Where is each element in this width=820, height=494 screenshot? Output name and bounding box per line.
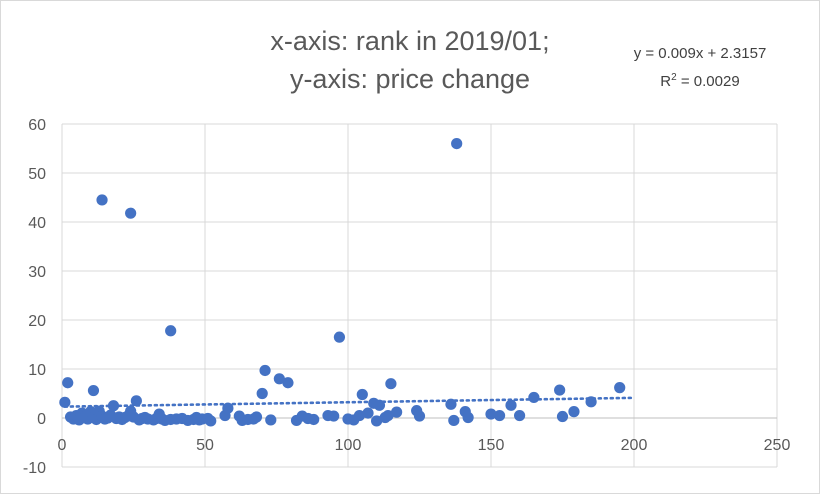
- data-point: [373, 399, 386, 411]
- trendline: [63, 396, 636, 408]
- data-point: [328, 410, 340, 422]
- data-point: [333, 331, 346, 343]
- y-tick-label: 40: [28, 215, 46, 232]
- x-tick-label: 200: [621, 437, 648, 454]
- data-point: [585, 396, 597, 408]
- r-squared-prefix: R: [660, 73, 672, 90]
- r-squared-value: = 0.0029: [676, 73, 740, 90]
- data-point: [282, 377, 294, 389]
- x-tick-label: 0: [58, 437, 67, 454]
- data-point: [256, 387, 268, 400]
- data-point: [382, 409, 394, 422]
- data-point: [273, 373, 285, 385]
- x-tick-label: 50: [196, 437, 214, 454]
- data-point: [485, 408, 497, 420]
- data-point: [130, 395, 142, 407]
- data-point: [391, 406, 403, 418]
- data-point: [505, 399, 517, 411]
- data-point: [371, 415, 383, 427]
- data-point: [356, 388, 368, 401]
- x-tick-label: 150: [478, 437, 505, 454]
- y-tick-label: 0: [37, 411, 46, 428]
- x-tick-label: 100: [335, 437, 362, 454]
- trendline-label: y = 0.009x + 2.3157 R2 = 0.0029: [600, 42, 800, 94]
- data-point: [462, 411, 474, 424]
- data-point: [308, 413, 320, 426]
- data-point: [62, 377, 74, 389]
- data-point: [205, 415, 217, 427]
- y-tick-label: 50: [28, 166, 46, 183]
- data-point: [448, 414, 460, 427]
- data-point: [413, 410, 426, 422]
- data-point: [614, 382, 626, 394]
- x-tick-label: 250: [764, 437, 791, 454]
- data-point: [222, 402, 234, 414]
- y-tick-label: 10: [28, 362, 46, 379]
- data-point: [445, 398, 457, 410]
- data-point: [362, 407, 374, 419]
- y-tick-label: 30: [28, 264, 46, 281]
- data-points: [59, 138, 626, 427]
- tick-labels: -10 0 10 20 30 40 50 60 0 50 100 150 200 250: [23, 117, 791, 477]
- y-tick-label: 20: [28, 313, 46, 330]
- trendline-layer: [63, 396, 636, 408]
- chart-title-line-1: x-axis: rank in 2019/01;: [270, 26, 550, 56]
- trendline-r-squared: R2 = 0.0029: [600, 66, 800, 94]
- y-tick-label: 60: [28, 117, 46, 134]
- data-point: [556, 410, 569, 423]
- data-point: [385, 378, 397, 390]
- r-squared-exponent: 2: [671, 72, 677, 83]
- data-point: [353, 409, 366, 422]
- data-point: [165, 325, 177, 337]
- data-point: [568, 406, 580, 418]
- chart-title: x-axis: rank in 2019/01; y-axis: price c…: [200, 22, 620, 98]
- data-point: [554, 384, 566, 396]
- data-point: [107, 400, 120, 412]
- data-point: [87, 384, 100, 397]
- data-point: [265, 414, 277, 426]
- data-point: [125, 207, 137, 219]
- data-point: [514, 409, 526, 422]
- trendline-equation: y = 0.009x + 2.3157: [633, 45, 767, 62]
- data-point: [250, 411, 263, 423]
- data-point: [451, 138, 463, 150]
- data-point: [59, 396, 71, 408]
- data-point: [493, 409, 506, 422]
- data-point: [96, 194, 108, 206]
- data-point: [259, 364, 271, 377]
- chart-title-line-2: y-axis: price change: [289, 64, 531, 94]
- data-point: [528, 391, 540, 404]
- y-tick-label: -10: [23, 460, 46, 477]
